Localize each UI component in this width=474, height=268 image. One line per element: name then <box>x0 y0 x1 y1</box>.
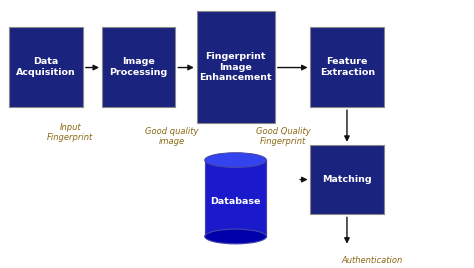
Text: Matching: Matching <box>322 175 372 184</box>
Text: Input
Fingerprint: Input Fingerprint <box>47 123 93 142</box>
FancyBboxPatch shape <box>310 27 384 107</box>
Text: Feature
Extraction: Feature Extraction <box>319 57 375 77</box>
Text: Image
Processing: Image Processing <box>109 57 168 77</box>
FancyBboxPatch shape <box>102 27 175 107</box>
FancyBboxPatch shape <box>197 11 275 123</box>
Bar <box>205 160 266 237</box>
FancyBboxPatch shape <box>9 27 83 107</box>
Text: Authentication: Authentication <box>341 256 402 265</box>
Ellipse shape <box>205 229 266 244</box>
Text: Database: Database <box>210 198 261 206</box>
Text: Fingerprint
Image
Enhancement: Fingerprint Image Enhancement <box>200 52 272 82</box>
Text: Good quality
image: Good quality image <box>145 127 198 146</box>
Text: Data
Acquisition: Data Acquisition <box>16 57 76 77</box>
Text: Good Quality
Fingerprint: Good Quality Fingerprint <box>255 127 310 146</box>
Ellipse shape <box>205 153 266 168</box>
FancyBboxPatch shape <box>310 145 384 214</box>
